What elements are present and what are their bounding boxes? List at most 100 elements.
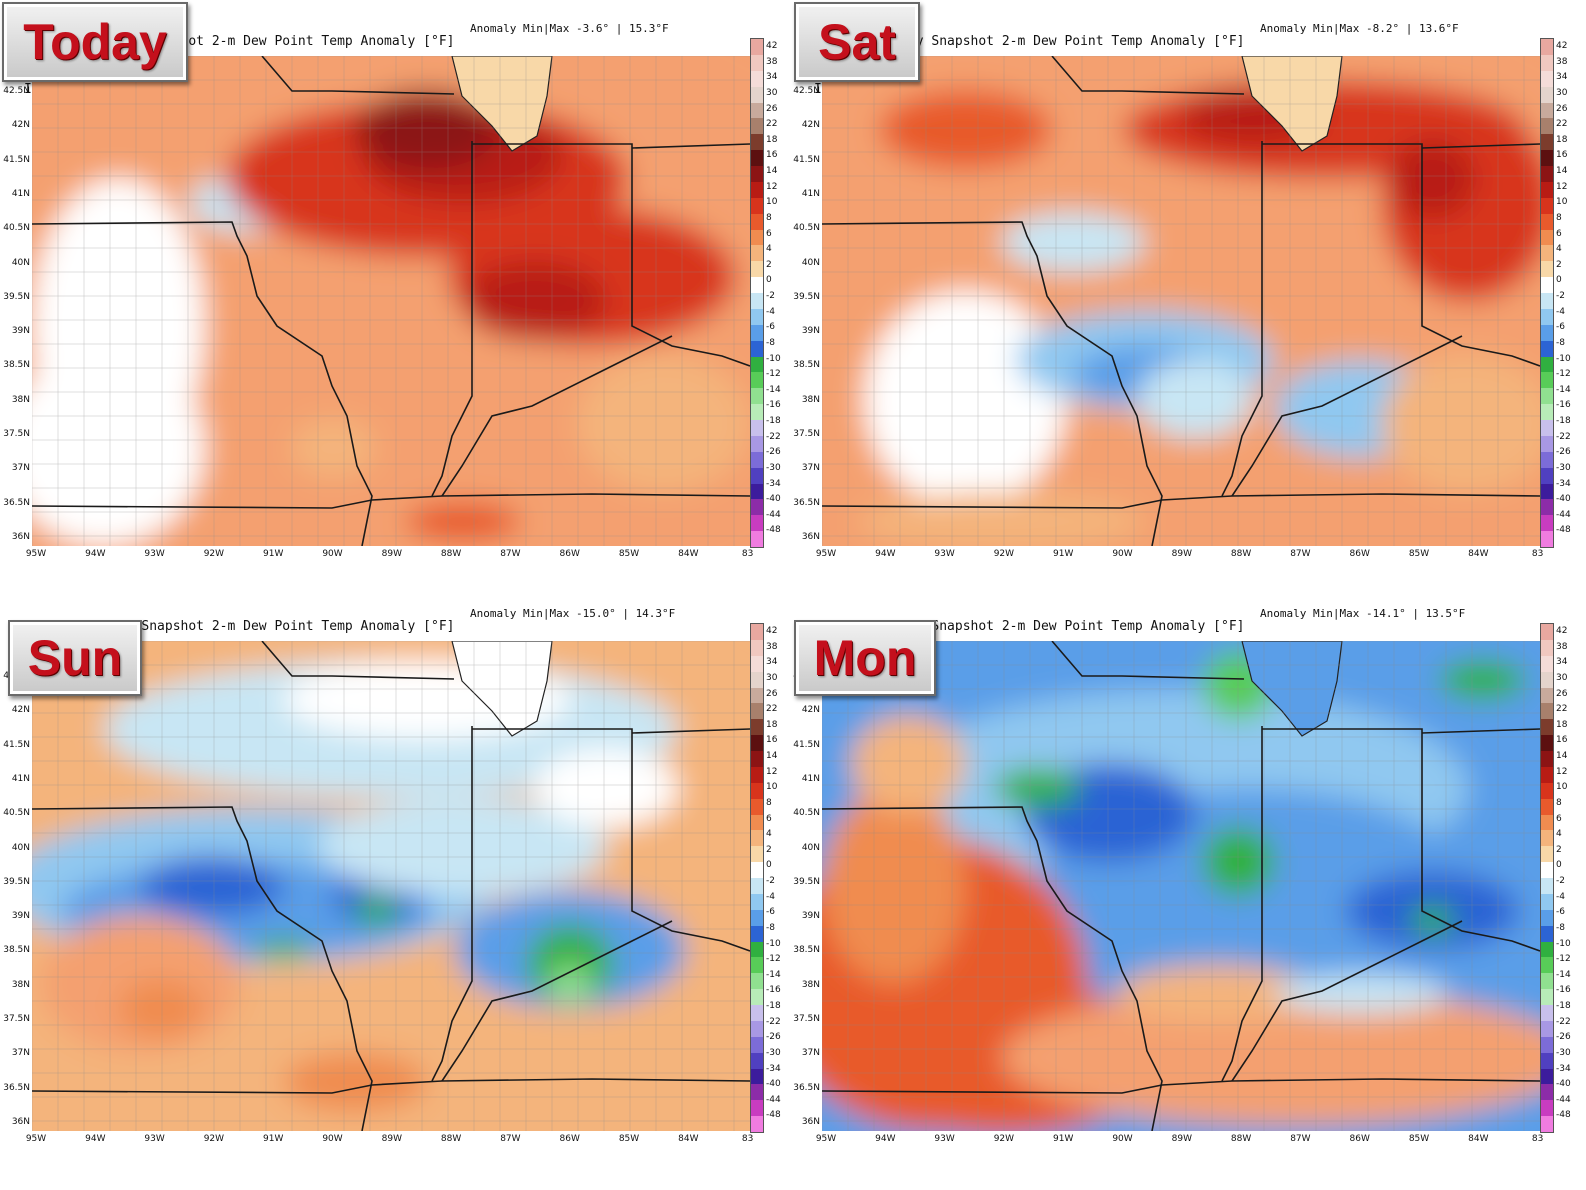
colorbar-swatch: [1541, 909, 1553, 926]
lon-label: 95W: [25, 549, 47, 559]
colorbar-swatch: [1541, 467, 1553, 484]
colorbar-swatch: [1541, 782, 1553, 799]
colorbar-tick: -2: [1556, 876, 1565, 886]
colorbar-tick: 14: [1556, 751, 1568, 761]
colorbar-tick: 34: [1556, 72, 1568, 83]
colorbar-swatch: [751, 451, 763, 468]
colorbar-swatch: [1541, 703, 1553, 720]
colorbar-swatch: [1541, 229, 1553, 246]
colorbar-tick: 42: [766, 41, 778, 51]
lon-label: 94W: [875, 1134, 896, 1144]
colorbar-tick: 26: [1556, 103, 1568, 114]
lat-label: 38N: [11, 979, 30, 990]
colorbar-swatch: [751, 1068, 763, 1085]
colorbar-tick: 8: [1556, 212, 1562, 223]
colorbar-swatch: [1541, 766, 1553, 783]
lat-label: 37.5N: [3, 429, 30, 439]
colorbar-tick: -40: [1556, 494, 1571, 505]
colorbar-tick: -10: [1556, 938, 1571, 949]
colorbar-swatch: [1541, 846, 1553, 863]
colorbar-tick: -44: [1556, 1094, 1571, 1105]
lat-label: 41N: [801, 188, 820, 199]
lon-label: 93W: [144, 1134, 165, 1144]
colorbar-swatch: [751, 324, 763, 341]
colorbar-swatch: [1541, 70, 1553, 87]
colorbar-swatch: [1541, 372, 1553, 389]
colorbar-swatch: [1541, 925, 1553, 942]
colorbar-tick: 16: [766, 150, 778, 161]
colorbar-swatch: [1541, 719, 1553, 736]
colorbar: [750, 38, 764, 548]
colorbar-swatch: [751, 671, 763, 688]
colorbar-swatch: [751, 703, 763, 720]
colorbar-swatch: [1541, 1116, 1553, 1132]
colorbar-tick: -6: [1556, 322, 1565, 333]
colorbar-tick: 26: [766, 103, 778, 114]
day-label-mon: Mon: [794, 620, 936, 696]
colorbar-swatch: [751, 941, 763, 958]
colorbar-swatch: [1541, 213, 1553, 230]
colorbar-swatch: [1541, 1068, 1553, 1085]
colorbar-tick: -34: [1556, 1063, 1571, 1074]
colorbar-tick: -26: [766, 1032, 781, 1043]
colorbar-tick: -4: [766, 891, 775, 902]
colorbar-tick: -14: [1556, 969, 1571, 980]
colorbar-swatch: [751, 1116, 763, 1132]
lat-label: 39.5N: [3, 291, 30, 302]
lon-label: 85W: [1408, 1134, 1430, 1144]
colorbar-tick: 2: [766, 844, 772, 855]
lon-label: 90W: [1112, 549, 1133, 559]
colorbar-tick: 8: [766, 797, 772, 808]
colorbar-tick: 12: [766, 181, 778, 192]
colorbar-swatch: [751, 531, 763, 547]
colorbar-tick: -48: [766, 525, 781, 536]
colorbar-tick: -30: [1556, 462, 1571, 473]
colorbar-swatch: [1541, 324, 1553, 341]
colorbar-swatch: [1541, 451, 1553, 468]
colorbar-tick: 14: [1556, 166, 1568, 176]
colorbar-tick: 6: [766, 228, 772, 239]
lat-label: 40N: [801, 842, 820, 853]
lon-label: 85W: [618, 1134, 640, 1144]
colorbar-swatch: [751, 356, 763, 373]
lat-label: 40.5N: [793, 808, 820, 819]
lon-label: 87W: [1290, 1134, 1311, 1144]
colorbar-swatch: [751, 420, 763, 436]
day-label-sat: Sat: [794, 2, 920, 82]
lat-label: 41N: [11, 773, 30, 784]
colorbar-swatch: [751, 893, 763, 910]
lat-label: 37.5N: [793, 1014, 820, 1024]
colorbar-tick: 34: [766, 72, 778, 83]
colorbar-tick: -34: [766, 1063, 781, 1074]
anomaly-minmax: Anomaly Min|Max -8.2° | 13.6°F: [1260, 22, 1459, 35]
colorbar-tick: 4: [1556, 829, 1562, 840]
colorbar-swatch: [751, 719, 763, 736]
lon-label: 94W: [85, 549, 106, 559]
lon-label: 86W: [559, 1134, 580, 1144]
colorbar-swatch: [751, 878, 763, 894]
colorbar-tick: -2: [1556, 291, 1565, 301]
colorbar-swatch: [1541, 86, 1553, 103]
colorbar-swatch: [751, 846, 763, 863]
colorbar-tick: 16: [766, 735, 778, 746]
lon-label: 92W: [203, 1134, 225, 1144]
colorbar-swatch: [1541, 1036, 1553, 1053]
lat-label: 41N: [801, 773, 820, 784]
lon-label: 84W: [1468, 1134, 1489, 1144]
lat-label: 39.5N: [3, 876, 30, 887]
colorbar-swatch: [1541, 655, 1553, 672]
colorbar-tick: 38: [766, 56, 778, 67]
colorbar-swatch: [751, 181, 763, 198]
lat-label: 42N: [801, 705, 820, 716]
colorbar-tick: -8: [766, 337, 775, 348]
lat-label: 36.5N: [793, 497, 820, 508]
colorbar-tick: 4: [1556, 244, 1562, 255]
anomaly-minmax: Anomaly Min|Max -14.1° | 13.5°F: [1260, 607, 1466, 620]
colorbar-swatch: [1541, 687, 1553, 704]
colorbar-swatch: [1541, 957, 1553, 974]
colorbar-tick: 0: [766, 860, 772, 871]
lon-label: 89W: [381, 549, 402, 559]
colorbar-swatch: [1541, 1100, 1553, 1117]
lat-label: 37N: [11, 463, 30, 474]
lon-label: 86W: [1349, 549, 1370, 559]
